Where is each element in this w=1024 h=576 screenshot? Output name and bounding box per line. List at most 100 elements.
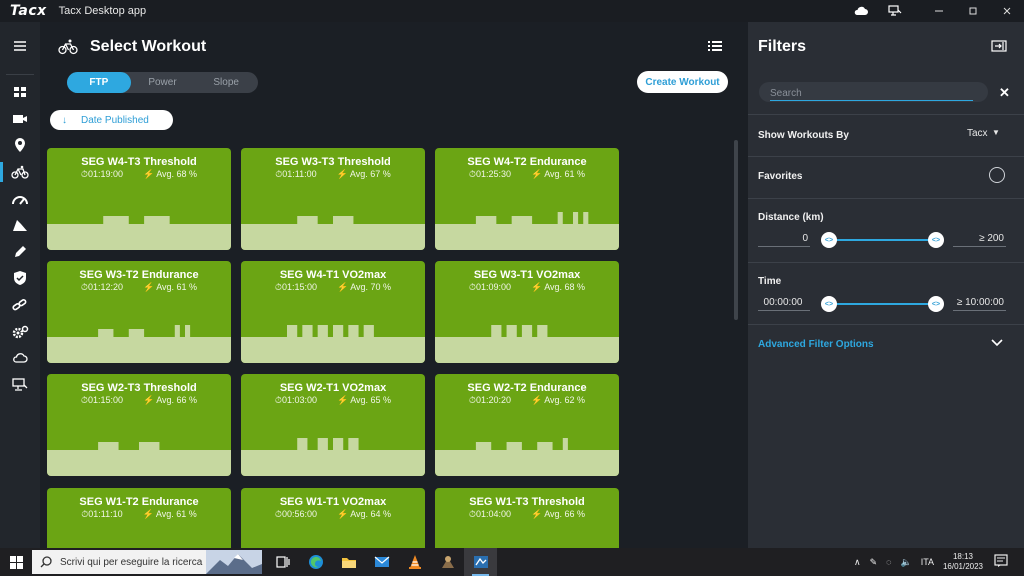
workout-card[interactable]: SEG W4-T1 VO2max ⏱01:15:00 ⚡ Avg. 70 % bbox=[241, 261, 425, 363]
volume-icon[interactable]: 🔈 bbox=[900, 556, 912, 567]
stopwatch-icon: ⏱ bbox=[274, 282, 282, 292]
pencil-icon[interactable] bbox=[0, 239, 40, 266]
workout-card[interactable]: SEG W3-T2 Endurance ⏱01:12:20 ⚡ Avg. 61 % bbox=[47, 261, 231, 363]
create-workout-button[interactable]: Create Workout bbox=[637, 71, 728, 93]
caret-down-icon[interactable]: ▼ bbox=[992, 128, 1000, 137]
time-max-thumb[interactable]: <> bbox=[928, 296, 944, 312]
map-pin-icon[interactable] bbox=[0, 132, 40, 159]
time-min-input[interactable]: 00:00:00 bbox=[758, 295, 810, 311]
pen-icon[interactable]: ✎ bbox=[869, 556, 878, 567]
distance-max-thumb[interactable]: <> bbox=[928, 232, 944, 248]
sort-label: Date Published bbox=[81, 114, 149, 126]
time-min-thumb[interactable]: <> bbox=[821, 296, 837, 312]
remote-device-icon[interactable] bbox=[0, 372, 40, 399]
show-by-dropdown[interactable]: Tacx bbox=[967, 128, 988, 139]
minimize-button[interactable] bbox=[922, 0, 956, 22]
workout-title: SEG W3-T3 Threshold bbox=[275, 156, 391, 168]
sort-button[interactable]: ↓ Date Published bbox=[50, 110, 173, 130]
workout-duration: ⏱01:11:10 bbox=[81, 509, 122, 520]
training-plan-icon[interactable] bbox=[0, 212, 40, 239]
tacx-app-taskbar-icon[interactable] bbox=[464, 548, 497, 576]
edge-browser-icon[interactable] bbox=[299, 548, 332, 576]
workout-card[interactable]: SEG W2-T2 Endurance ⏱01:20:20 ⚡ Avg. 62 % bbox=[435, 374, 619, 476]
distance-min-thumb[interactable]: <> bbox=[821, 232, 837, 248]
tab-ftp[interactable]: FTP bbox=[67, 72, 131, 93]
chevron-up-icon[interactable]: ∧ bbox=[854, 556, 861, 567]
workout-title: SEG W1-T1 VO2max bbox=[279, 496, 387, 508]
workout-duration: ⏱01:19:00 bbox=[81, 169, 123, 180]
distance-slider-track[interactable] bbox=[829, 239, 936, 241]
stopwatch-icon: ⏱ bbox=[275, 169, 283, 179]
file-explorer-icon[interactable] bbox=[332, 548, 365, 576]
workout-avg: ⚡ Avg. 70 % bbox=[337, 282, 391, 293]
vlc-icon[interactable] bbox=[398, 548, 431, 576]
workout-card[interactable]: SEG W2-T1 VO2max ⏱01:03:00 ⚡ Avg. 65 % bbox=[241, 374, 425, 476]
workout-card[interactable]: SEG W1-T2 Endurance ⏱01:11:10 ⚡ Avg. 61 % bbox=[47, 488, 231, 548]
nav-divider bbox=[6, 74, 34, 75]
workout-meta: ⏱01:15:00 ⚡ Avg. 66 % bbox=[47, 395, 231, 406]
distance-min-input[interactable]: 0 bbox=[758, 231, 810, 247]
workout-avg: ⚡ Avg. 64 % bbox=[337, 509, 391, 520]
workout-avg: ⚡ Avg. 62 % bbox=[531, 395, 585, 406]
video-icon[interactable] bbox=[0, 106, 40, 133]
close-button[interactable] bbox=[990, 0, 1024, 22]
chevron-down-icon[interactable] bbox=[991, 338, 1003, 348]
lightning-icon: ⚡ bbox=[142, 282, 157, 292]
favorites-toggle[interactable] bbox=[989, 167, 1005, 183]
clock[interactable]: 18:13 16/01/2023 bbox=[938, 552, 988, 572]
task-view-icon[interactable] bbox=[266, 548, 299, 576]
search-input[interactable] bbox=[770, 86, 973, 101]
link-icon[interactable] bbox=[0, 292, 40, 319]
app-logo: Tacx bbox=[10, 3, 47, 19]
clear-search-icon[interactable]: ✕ bbox=[999, 85, 1010, 100]
network-icon[interactable]: ◌ bbox=[886, 557, 892, 567]
workout-card[interactable]: SEG W4-T3 Threshold ⏱01:19:00 ⚡ Avg. 68 % bbox=[47, 148, 231, 250]
workout-card[interactable]: SEG W4-T2 Endurance ⏱01:25:30 ⚡ Avg. 61 % bbox=[435, 148, 619, 250]
workout-card[interactable]: SEG W1-T3 Threshold ⏱01:04:00 ⚡ Avg. 66 % bbox=[435, 488, 619, 548]
avg-value: Avg. 67 % bbox=[349, 169, 391, 179]
workout-meta: ⏱01:12:20 ⚡ Avg. 61 % bbox=[47, 282, 231, 293]
advanced-filter-options-link[interactable]: Advanced Filter Options bbox=[758, 339, 874, 350]
speedometer-icon[interactable] bbox=[0, 185, 40, 212]
workout-card[interactable]: SEG W2-T3 Threshold ⏱01:15:00 ⚡ Avg. 66 % bbox=[47, 374, 231, 476]
time-slider-track[interactable] bbox=[829, 303, 936, 305]
windows-start-icon[interactable] bbox=[0, 548, 32, 576]
workout-card[interactable]: SEG W3-T3 Threshold ⏱01:11:00 ⚡ Avg. 67 % bbox=[241, 148, 425, 250]
avg-value: Avg. 65 % bbox=[350, 395, 392, 405]
mail-icon[interactable] bbox=[365, 548, 398, 576]
cloud-sync-icon[interactable] bbox=[0, 345, 40, 372]
workout-title: SEG W2-T2 Endurance bbox=[467, 382, 587, 394]
workout-duration: ⏱01:15:00 bbox=[275, 282, 317, 293]
duration-value: 00:56:00 bbox=[281, 509, 317, 519]
list-view-icon[interactable] bbox=[708, 40, 722, 52]
workouts-bike-icon[interactable] bbox=[0, 159, 40, 186]
menu-icon[interactable] bbox=[0, 22, 40, 70]
device-link-icon[interactable] bbox=[878, 0, 912, 22]
workout-card[interactable]: SEG W1-T1 VO2max ⏱00:56:00 ⚡ Avg. 64 % bbox=[241, 488, 425, 548]
search-icon bbox=[40, 556, 52, 568]
maximize-button[interactable] bbox=[956, 0, 990, 22]
workout-avg: ⚡ Avg. 61 % bbox=[531, 169, 585, 180]
scrollbar[interactable] bbox=[734, 140, 738, 320]
workout-avg: ⚡ Avg. 61 % bbox=[143, 282, 197, 293]
duration-value: 01:03:00 bbox=[281, 395, 317, 405]
gimp-icon[interactable] bbox=[431, 548, 464, 576]
collapse-panel-icon[interactable] bbox=[991, 40, 1007, 52]
shield-icon[interactable] bbox=[0, 265, 40, 292]
tab-slope[interactable]: Slope bbox=[213, 77, 239, 88]
workout-profile-chart bbox=[241, 438, 425, 476]
workout-card[interactable]: SEG W3-T1 VO2max ⏱01:09:00 ⚡ Avg. 68 % bbox=[435, 261, 619, 363]
time-max-input[interactable]: ≥ 10:00:00 bbox=[953, 295, 1006, 311]
distance-max-input[interactable]: ≥ 200 bbox=[953, 231, 1006, 247]
distance-row: Distance (km) 0 <> <> ≥ 200 bbox=[748, 198, 1024, 262]
cloud-icon[interactable] bbox=[844, 0, 878, 22]
workout-duration: ⏱01:03:00 bbox=[275, 395, 317, 406]
notification-icon[interactable] bbox=[994, 554, 1008, 568]
dashboard-icon[interactable] bbox=[0, 79, 40, 106]
language-indicator[interactable]: ITA bbox=[920, 557, 935, 567]
taskbar-search-box[interactable]: Scrivi qui per eseguire la ricerca bbox=[32, 550, 262, 574]
settings-gear-icon[interactable] bbox=[0, 318, 40, 345]
tab-power[interactable]: Power bbox=[148, 77, 177, 88]
workout-duration: ⏱01:11:00 bbox=[275, 169, 316, 180]
stopwatch-icon: ⏱ bbox=[80, 395, 88, 405]
